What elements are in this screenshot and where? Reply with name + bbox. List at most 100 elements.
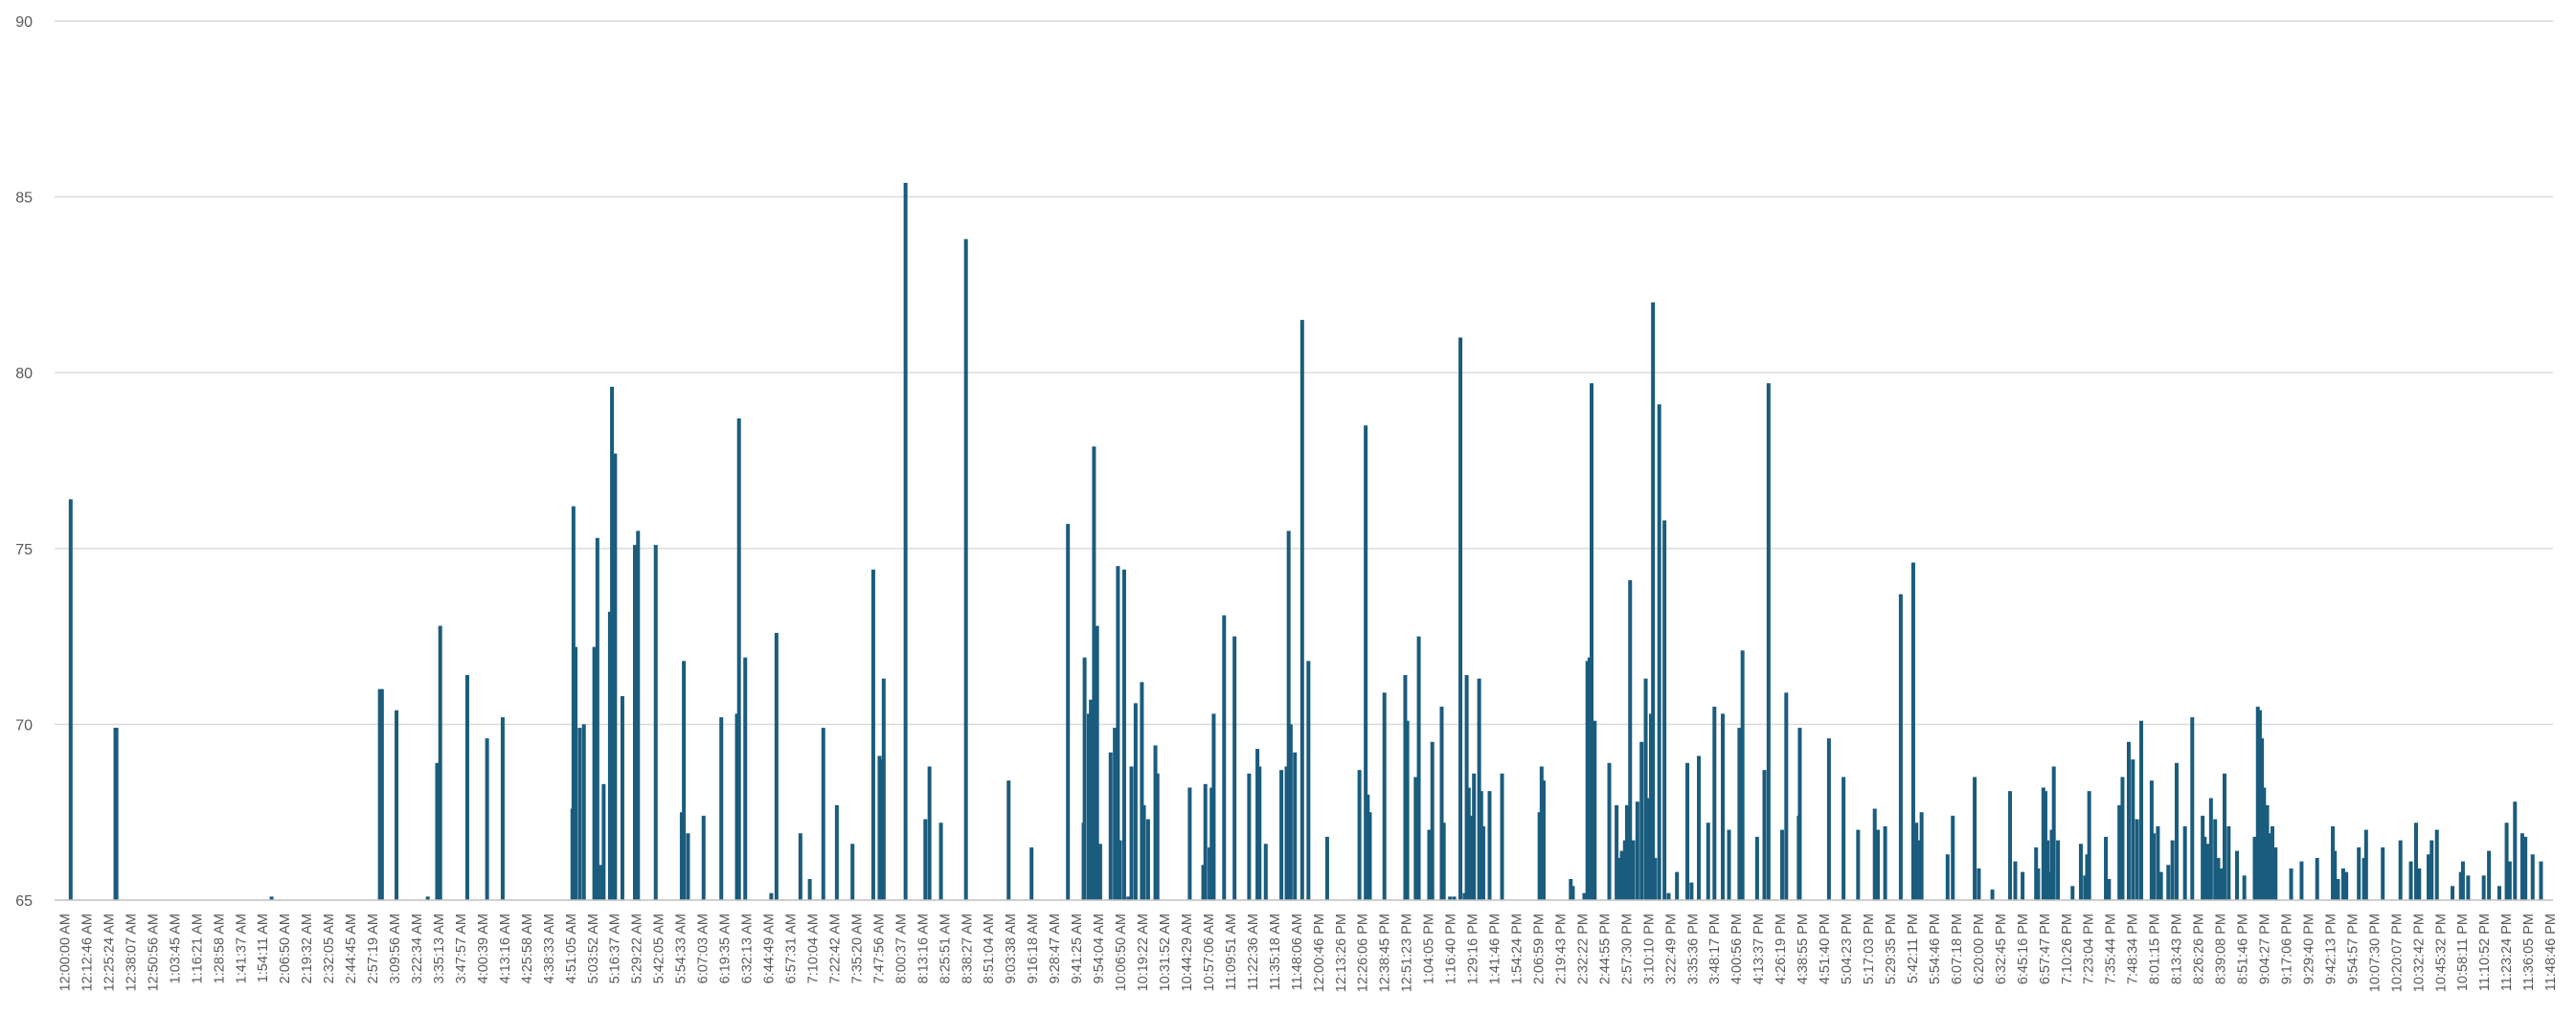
bar <box>1842 777 1846 900</box>
bar <box>2216 857 2221 900</box>
bar <box>877 756 882 900</box>
x-tick-label: 8:51:46 PM <box>2236 914 2251 984</box>
bar <box>1883 825 1887 900</box>
x-tick-label: 7:47:56 AM <box>871 914 887 983</box>
bar <box>1153 745 1158 900</box>
bar <box>1762 770 1767 900</box>
bar <box>2417 868 2422 900</box>
bar <box>379 688 384 900</box>
bar <box>1539 766 1544 900</box>
bar <box>2156 825 2160 900</box>
bar <box>686 833 690 900</box>
bar <box>1624 804 1629 900</box>
bar <box>377 688 382 900</box>
x-tick-label: 2:06:59 PM <box>1531 914 1547 984</box>
x-tick-label: 5:42:05 AM <box>652 914 667 983</box>
bar <box>870 569 875 900</box>
x-tick-label: 11:36:05 PM <box>2521 914 2537 991</box>
bar <box>1145 819 1150 900</box>
bar <box>1754 836 1759 900</box>
bar <box>464 674 469 900</box>
x-tick-label: 6:44:49 AM <box>762 914 778 983</box>
bar <box>1209 787 1214 900</box>
x-tick-label: 10:19:22 AM <box>1136 914 1151 991</box>
bar <box>1585 661 1590 900</box>
x-tick-label: 10:31:52 AM <box>1158 914 1173 991</box>
bar <box>1082 657 1087 900</box>
bar <box>1662 520 1667 900</box>
bar <box>2460 861 2465 900</box>
x-tick-label: 3:35:13 AM <box>432 914 447 983</box>
bar <box>1619 850 1624 900</box>
bar <box>2049 829 2054 900</box>
bar <box>1427 829 1432 900</box>
x-tick-label: 6:07:03 AM <box>696 914 712 983</box>
bar <box>2265 804 2270 900</box>
bar <box>2255 707 2260 900</box>
bar <box>2041 787 2045 900</box>
bar <box>595 537 599 900</box>
bar <box>2530 854 2535 900</box>
bar <box>2333 850 2338 900</box>
bar <box>613 453 618 900</box>
bar <box>2340 868 2345 900</box>
bar <box>1299 320 1304 900</box>
bar <box>1914 823 1919 900</box>
bar <box>1255 749 1260 900</box>
bar <box>701 815 706 900</box>
bar <box>1477 678 1481 900</box>
x-tick-label: 6:57:31 AM <box>784 914 800 983</box>
x-tick-label: 4:13:37 PM <box>1751 914 1767 984</box>
bar <box>736 417 741 900</box>
bar <box>2481 875 2486 900</box>
bar <box>2047 871 2052 900</box>
bar <box>607 611 612 900</box>
x-tick-label: 4:51:05 AM <box>564 914 579 983</box>
x-tick-label: 1:16:40 PM <box>1444 914 1459 984</box>
x-tick-label: 6:07:18 PM <box>1950 914 1965 984</box>
x-tick-label: 12:50:56 AM <box>146 914 161 991</box>
bar <box>2414 823 2418 900</box>
x-tick-label: 8:01:15 PM <box>2148 914 2163 984</box>
bar <box>2361 857 2366 900</box>
bar <box>2520 833 2524 900</box>
bar <box>1367 812 1372 900</box>
bar <box>1616 857 1621 900</box>
x-tick-label: 12:25:24 AM <box>102 914 117 991</box>
bar <box>2139 720 2144 900</box>
y-tick-label: 70 <box>15 717 33 733</box>
bar <box>1570 886 1575 900</box>
x-tick-label: 7:35:44 PM <box>2104 914 2119 984</box>
bar <box>2104 836 2109 900</box>
x-tick-label: 2:44:45 AM <box>344 914 359 983</box>
bar <box>2523 836 2528 900</box>
bar <box>500 717 505 900</box>
x-tick-label: 12:13:26 PM <box>1334 914 1349 992</box>
bar <box>682 661 687 900</box>
bar <box>2507 861 2512 900</box>
bar <box>1382 692 1387 900</box>
x-tick-label: 5:04:23 PM <box>1840 914 1855 984</box>
bar <box>1916 840 1921 900</box>
bar <box>2205 844 2210 900</box>
bar <box>1140 682 1144 900</box>
bar <box>1155 773 1160 900</box>
x-tick-label: 2:32:05 AM <box>322 914 337 983</box>
x-tick-label: 2:06:50 AM <box>278 914 293 983</box>
bar <box>2429 840 2434 900</box>
bar <box>2182 825 2187 900</box>
bar <box>653 545 658 900</box>
bar <box>485 738 489 900</box>
x-tick-label: 10:57:06 AM <box>1202 914 1217 991</box>
x-tick-label: 5:17:03 PM <box>1862 914 1877 984</box>
bar <box>1133 703 1138 900</box>
bar <box>1651 302 1656 900</box>
x-tick-label: 8:38:27 AM <box>960 914 975 983</box>
bar <box>1108 752 1113 900</box>
bar <box>2083 875 2088 900</box>
x-tick-label: 7:22:42 AM <box>827 914 843 983</box>
bar <box>1211 713 1216 900</box>
x-tick-label: 11:10:52 PM <box>2477 914 2493 991</box>
bar <box>1439 707 1444 900</box>
x-tick-label: 4:00:39 AM <box>476 914 491 983</box>
